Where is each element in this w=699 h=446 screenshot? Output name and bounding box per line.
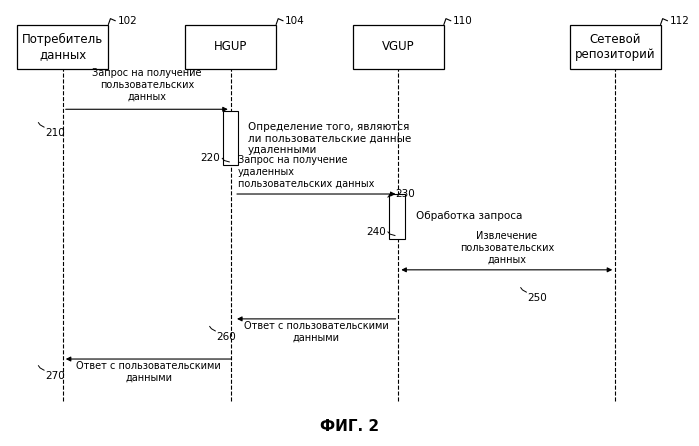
Text: Обработка запроса: Обработка запроса [416,211,522,221]
Text: Определение того, являются
ли пользовательские данные
удаленными: Определение того, являются ли пользовате… [248,122,412,155]
Text: Извлечение
пользовательских
данных: Извлечение пользовательских данных [460,231,554,264]
Text: 220: 220 [201,153,220,163]
Text: Сетевой
репозиторий: Сетевой репозиторий [575,33,656,61]
Text: ФИГ. 2: ФИГ. 2 [320,418,379,434]
Text: Потребитель
данных: Потребитель данных [22,33,103,61]
Bar [389,194,405,239]
Text: 240: 240 [366,227,386,237]
Text: 210: 210 [45,128,65,138]
Text: 230: 230 [395,189,415,199]
Text: 104: 104 [285,17,305,26]
Text: Ответ с пользовательскими
данными: Ответ с пользовательскими данными [76,361,221,383]
Text: 270: 270 [45,371,65,381]
Bar [185,25,276,69]
Text: 250: 250 [528,293,547,303]
Bar [223,112,238,165]
Bar [353,25,444,69]
Text: HGUP: HGUP [214,40,247,54]
Text: 102: 102 [117,17,137,26]
Text: Запрос на получение
пользовательских
данных: Запрос на получение пользовательских дан… [92,68,201,101]
Text: 110: 110 [453,17,473,26]
Text: 260: 260 [217,332,236,342]
Text: Запрос на получение
удаленных
пользовательских данных: Запрос на получение удаленных пользовате… [238,156,374,189]
Text: VGUP: VGUP [382,40,415,54]
Bar [570,25,661,69]
Text: 112: 112 [670,17,689,26]
Bar [17,25,108,69]
Text: Ответ с пользовательскими
данными: Ответ с пользовательскими данными [244,321,389,343]
